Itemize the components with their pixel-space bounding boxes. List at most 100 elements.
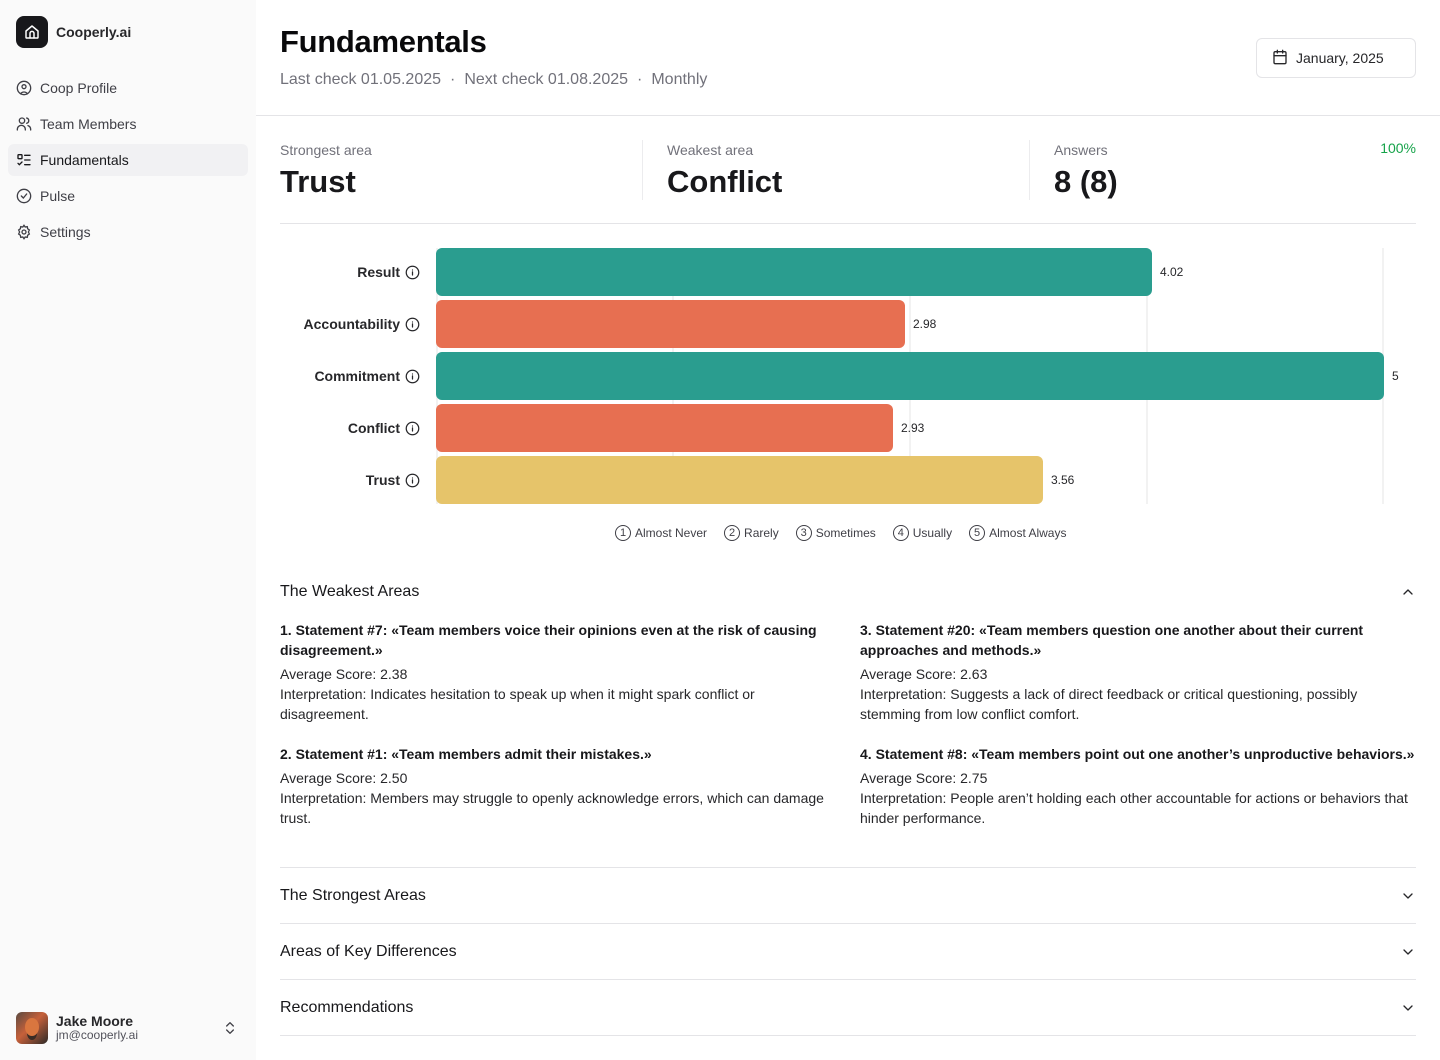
bar-label: Result <box>357 248 420 296</box>
check-frequency: Monthly <box>651 71 708 88</box>
statement-title: 3. Statement #20: «Team members question… <box>860 622 1364 658</box>
sidebar-item-settings[interactable]: Settings <box>8 216 248 248</box>
section-strongest-areas-header[interactable]: The Strongest Areas <box>280 868 1416 924</box>
sidebar-item-fundamentals[interactable]: Fundamentals <box>8 144 248 176</box>
bar-value: 5 <box>1392 369 1399 383</box>
stat-label: Weakest area <box>667 142 754 158</box>
category-name: Commitment <box>314 368 400 384</box>
divider <box>280 979 1416 980</box>
bar-label: Commitment <box>314 352 420 400</box>
legend-item: 1 Almost Never <box>615 525 707 541</box>
bar-value: 2.93 <box>901 421 925 435</box>
legend-label: Almost Always <box>989 526 1067 540</box>
chart-row: Accountability 2.98 <box>280 300 1416 348</box>
statement-title: 1. Statement #7: «Team members voice the… <box>280 622 817 658</box>
sidebar-item-pulse[interactable]: Pulse <box>8 180 248 212</box>
bar[interactable] <box>436 352 1384 400</box>
sidebar-item-team-members[interactable]: Team Members <box>8 108 248 140</box>
stat-value: 8 (8) <box>1054 164 1118 199</box>
bar[interactable] <box>436 404 893 452</box>
avatar <box>16 1012 48 1044</box>
list-check-icon <box>16 152 32 168</box>
brand[interactable]: Cooperly.ai <box>16 16 131 48</box>
chevron-down-icon <box>1400 1000 1416 1016</box>
category-name: Result <box>357 264 400 280</box>
stat-value: Conflict <box>667 164 783 199</box>
statement-score: Average Score: 2.38 <box>280 666 408 682</box>
separator: · <box>637 71 643 88</box>
circled-number-icon: 5 <box>969 525 986 541</box>
stat-value: Trust <box>280 164 356 199</box>
chart-row: Conflict 2.93 <box>280 404 1416 452</box>
stat-label: Answers <box>1054 142 1108 158</box>
section-title: The Weakest Areas <box>280 583 420 600</box>
statement-score: Average Score: 2.50 <box>280 770 408 786</box>
category-name: Conflict <box>347 420 400 436</box>
bar[interactable] <box>436 300 905 348</box>
info-icon[interactable] <box>405 473 420 488</box>
user-circle-icon <box>16 80 32 96</box>
bar-value: 3.56 <box>1051 473 1075 487</box>
section-weakest-areas-header[interactable]: The Weakest Areas <box>280 564 1416 620</box>
legend-item: 2 Rarely <box>724 525 779 541</box>
calendar-icon <box>1272 49 1288 68</box>
page-header: Fundamentals Last check 01.05.2025 · Nex… <box>256 0 1440 116</box>
sidebar-item-coop-profile[interactable]: Coop Profile <box>8 72 248 104</box>
bar-value: 4.02 <box>1160 265 1184 279</box>
check-meta: Last check 01.05.2025 · Next check 01.08… <box>280 71 707 89</box>
chart-row: Result 4.02 <box>280 248 1416 296</box>
legend-item: 4 Usually <box>892 525 952 541</box>
legend-item: 3 Sometimes <box>795 525 876 541</box>
check-circle-icon <box>16 188 32 204</box>
divider <box>280 923 1416 924</box>
last-check: Last check 01.05.2025 <box>280 71 442 88</box>
chevron-down-icon <box>1400 944 1416 960</box>
divider <box>280 1035 1416 1036</box>
section-key-differences-header[interactable]: Areas of Key Differences <box>280 924 1416 980</box>
statement-score: Average Score: 2.75 <box>860 770 988 786</box>
info-icon[interactable] <box>405 369 420 384</box>
circled-number-icon: 2 <box>724 525 741 541</box>
home-icon <box>16 16 48 48</box>
legend-label: Rarely <box>744 526 779 540</box>
answers-percent: 100% <box>1380 140 1416 156</box>
weakest-column-left: 1. Statement #7: «Team members voice the… <box>280 620 836 848</box>
weak-statement-item: 1. Statement #7: «Team members voice the… <box>280 620 836 724</box>
statement-interpretation: Interpretation: Indicates hesitation to … <box>280 686 755 722</box>
user-menu[interactable]: Jake Moore jm@cooperly.ai <box>16 1012 240 1044</box>
page-title: Fundamentals <box>280 24 487 59</box>
statement-title: 4. Statement #8: «Team members point out… <box>860 746 1415 762</box>
legend-label: Almost Never <box>635 526 708 540</box>
section-title: Recommendations <box>280 999 414 1016</box>
circled-number-icon: 3 <box>795 525 812 541</box>
stat-answers: Answers 8 (8) 100% <box>1029 140 1416 200</box>
chevron-up-icon <box>1400 584 1416 600</box>
bar-label: Accountability <box>304 300 420 348</box>
bar-label: Conflict <box>348 404 420 452</box>
gear-icon <box>16 224 32 240</box>
section-recommendations-header[interactable]: Recommendations <box>280 980 1416 1036</box>
category-name: Accountability <box>303 316 400 332</box>
chart-legend: 1 Almost Never 2 Rarely 3 Sometimes 4 Usually 5 A… <box>615 525 1066 541</box>
info-icon[interactable] <box>405 317 420 332</box>
info-icon[interactable] <box>405 421 420 436</box>
user-name: Jake Moore <box>56 1013 134 1029</box>
bar[interactable] <box>436 456 1043 504</box>
users-icon <box>16 116 32 132</box>
stat-strongest: Strongest area Trust <box>280 140 642 223</box>
info-icon[interactable] <box>405 265 420 280</box>
section-title: The Strongest Areas <box>280 887 426 904</box>
separator: · <box>450 71 456 88</box>
statement-interpretation: Interpretation: People aren’t holding ea… <box>860 790 1408 826</box>
stat-weakest: Weakest area Conflict <box>642 140 1029 200</box>
statement-interpretation: Interpretation: Members may struggle to … <box>280 790 824 826</box>
fundamentals-bar-chart: Result 4.02 Accountability 2.98 Commitment 5 C… <box>280 248 1416 504</box>
sidebar-item-label: Pulse <box>40 188 76 204</box>
circled-number-icon: 4 <box>892 525 909 541</box>
bar[interactable] <box>436 248 1152 296</box>
statement-interpretation: Interpretation: Suggests a lack of direc… <box>860 686 1358 722</box>
date-picker-button[interactable]: January, 2025 <box>1256 38 1416 78</box>
chart-row: Commitment 5 <box>280 352 1416 400</box>
circled-number-icon: 1 <box>615 525 631 541</box>
statement-title: 2. Statement #1: «Team members admit the… <box>280 746 652 762</box>
